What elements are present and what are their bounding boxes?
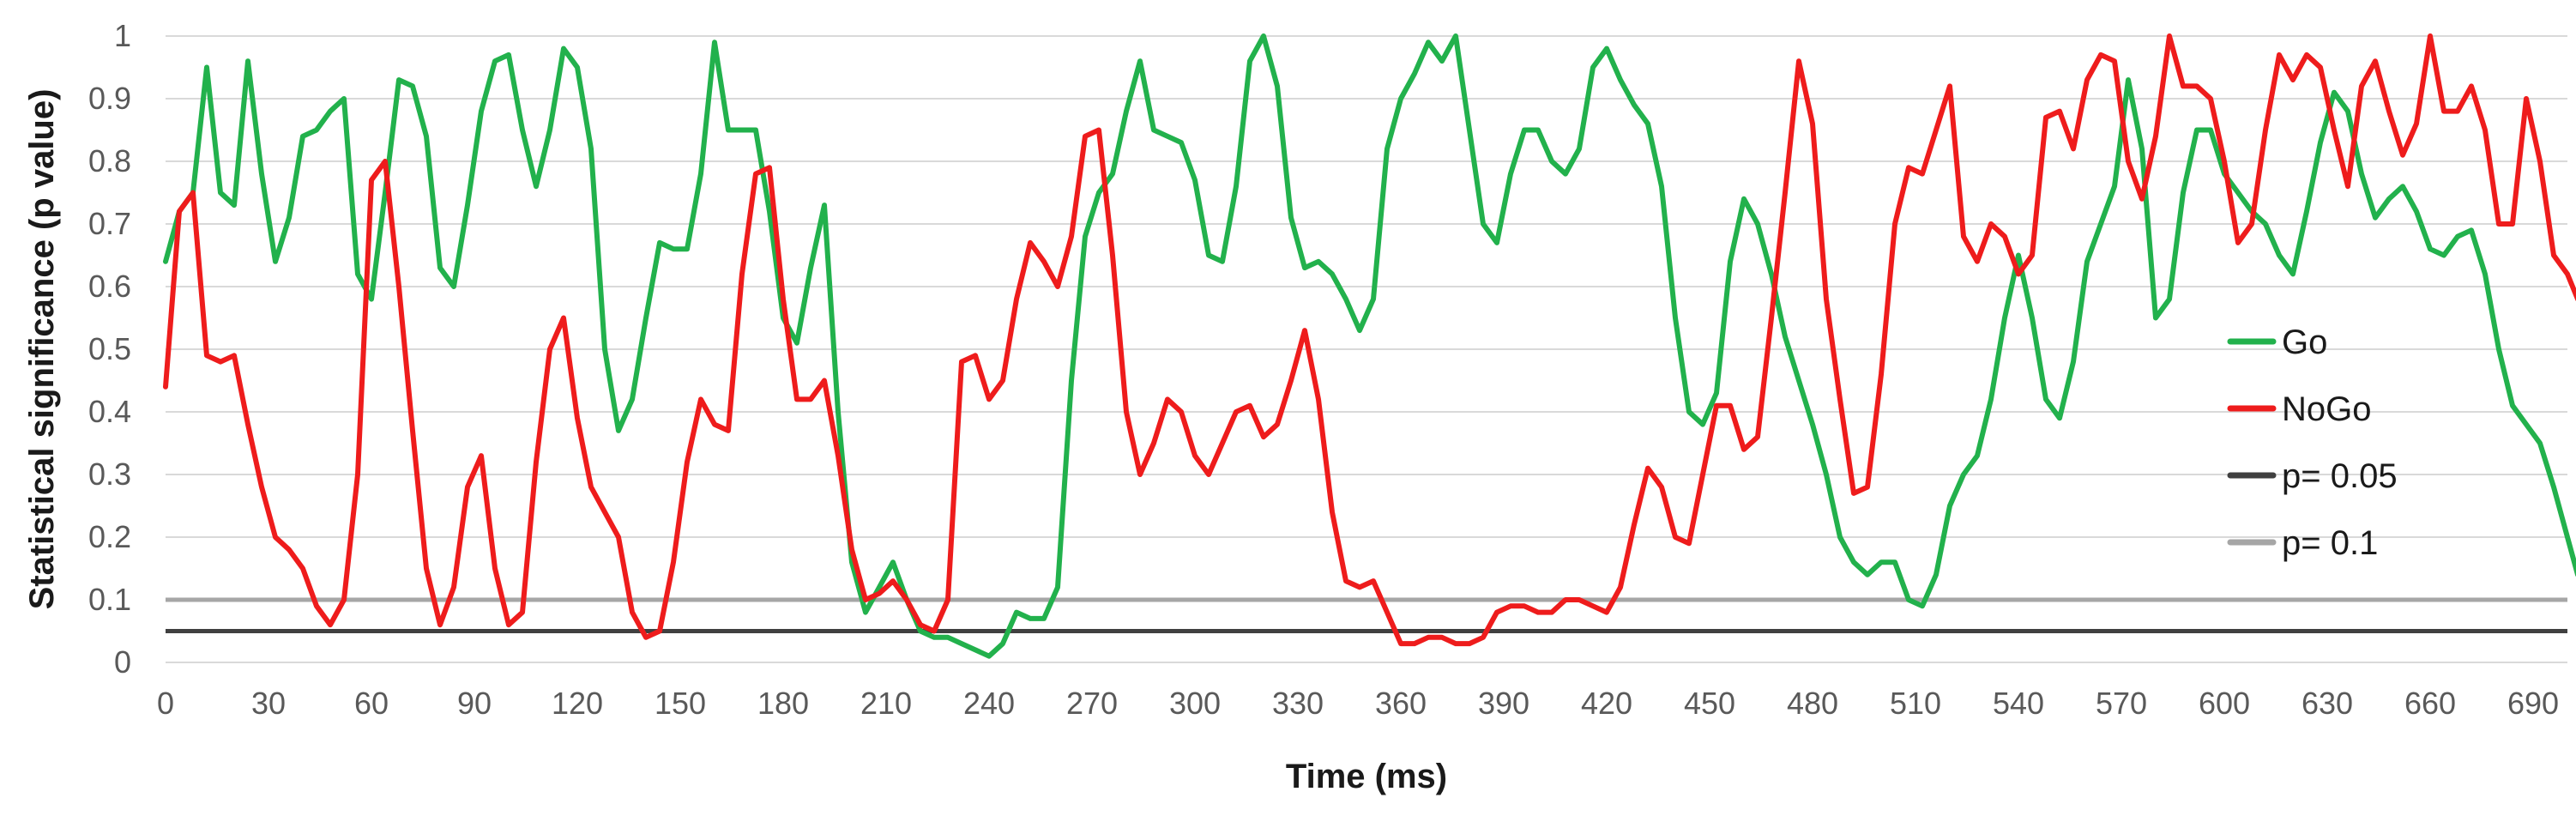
x-tick-label: 630 <box>2302 686 2353 721</box>
x-tick-label: 270 <box>1066 686 1118 721</box>
y-tick-label: 0.5 <box>88 331 131 366</box>
x-tick-label: 420 <box>1581 686 1632 721</box>
series-line-go <box>163 33 2576 659</box>
x-tick-label: 60 <box>354 686 389 721</box>
series-lines <box>163 33 2576 659</box>
x-tick-label: 150 <box>655 686 706 721</box>
x-tick-label: 540 <box>1993 686 2044 721</box>
x-axis-ticks: 0 30 60 90 120 150 180 210 240 270 300 330 360 390 420… <box>157 686 2559 721</box>
x-tick-label: 210 <box>860 686 912 721</box>
x-tick-label: 390 <box>1478 686 1529 721</box>
x-tick-label: 690 <box>2507 686 2559 721</box>
legend-label: NoGo <box>2282 390 2372 428</box>
x-tick-label: 90 <box>457 686 492 721</box>
y-tick-label: 0.1 <box>88 582 131 617</box>
x-tick-label: 600 <box>2199 686 2250 721</box>
series-line-nogo <box>163 33 2576 647</box>
x-tick-label: 30 <box>251 686 286 721</box>
y-tick-label: 1 <box>114 18 131 53</box>
y-axis-ticks: 0 0.1 0.2 0.3 0.4 0.5 0.6 0.7 0.8 0.9 1 <box>88 18 131 680</box>
x-tick-label: 360 <box>1375 686 1427 721</box>
legend: Go NoGo p= 0.05 p= 0.1 <box>2227 323 2398 562</box>
x-tick-label: 570 <box>2096 686 2147 721</box>
x-tick-label: 300 <box>1169 686 1221 721</box>
y-tick-label: 0.3 <box>88 456 131 492</box>
y-tick-label: 0.7 <box>88 206 131 241</box>
reference-lines <box>166 597 2567 633</box>
legend-label: p= 0.1 <box>2282 524 2378 562</box>
x-tick-label: 450 <box>1684 686 1735 721</box>
y-tick-label: 0.6 <box>88 269 131 304</box>
legend-label: Go <box>2282 323 2327 361</box>
y-tick-label: 0.4 <box>88 394 131 429</box>
y-tick-label: 0 <box>114 644 131 680</box>
x-tick-label: 240 <box>963 686 1015 721</box>
x-tick-label: 0 <box>157 686 174 721</box>
x-tick-label: 480 <box>1787 686 1838 721</box>
x-tick-label: 510 <box>1890 686 1941 721</box>
y-tick-label: 0.2 <box>88 519 131 554</box>
y-tick-label: 0.9 <box>88 81 131 116</box>
x-tick-label: 180 <box>757 686 809 721</box>
x-tick-label: 120 <box>552 686 603 721</box>
x-tick-label: 330 <box>1272 686 1324 721</box>
legend-label: p= 0.05 <box>2282 457 2398 495</box>
x-tick-label: 660 <box>2404 686 2456 721</box>
x-axis-title: Time (ms) <box>1286 758 1447 795</box>
y-tick-label: 0.8 <box>88 143 131 178</box>
y-axis-title: Statistical significance (p value) <box>23 89 61 610</box>
